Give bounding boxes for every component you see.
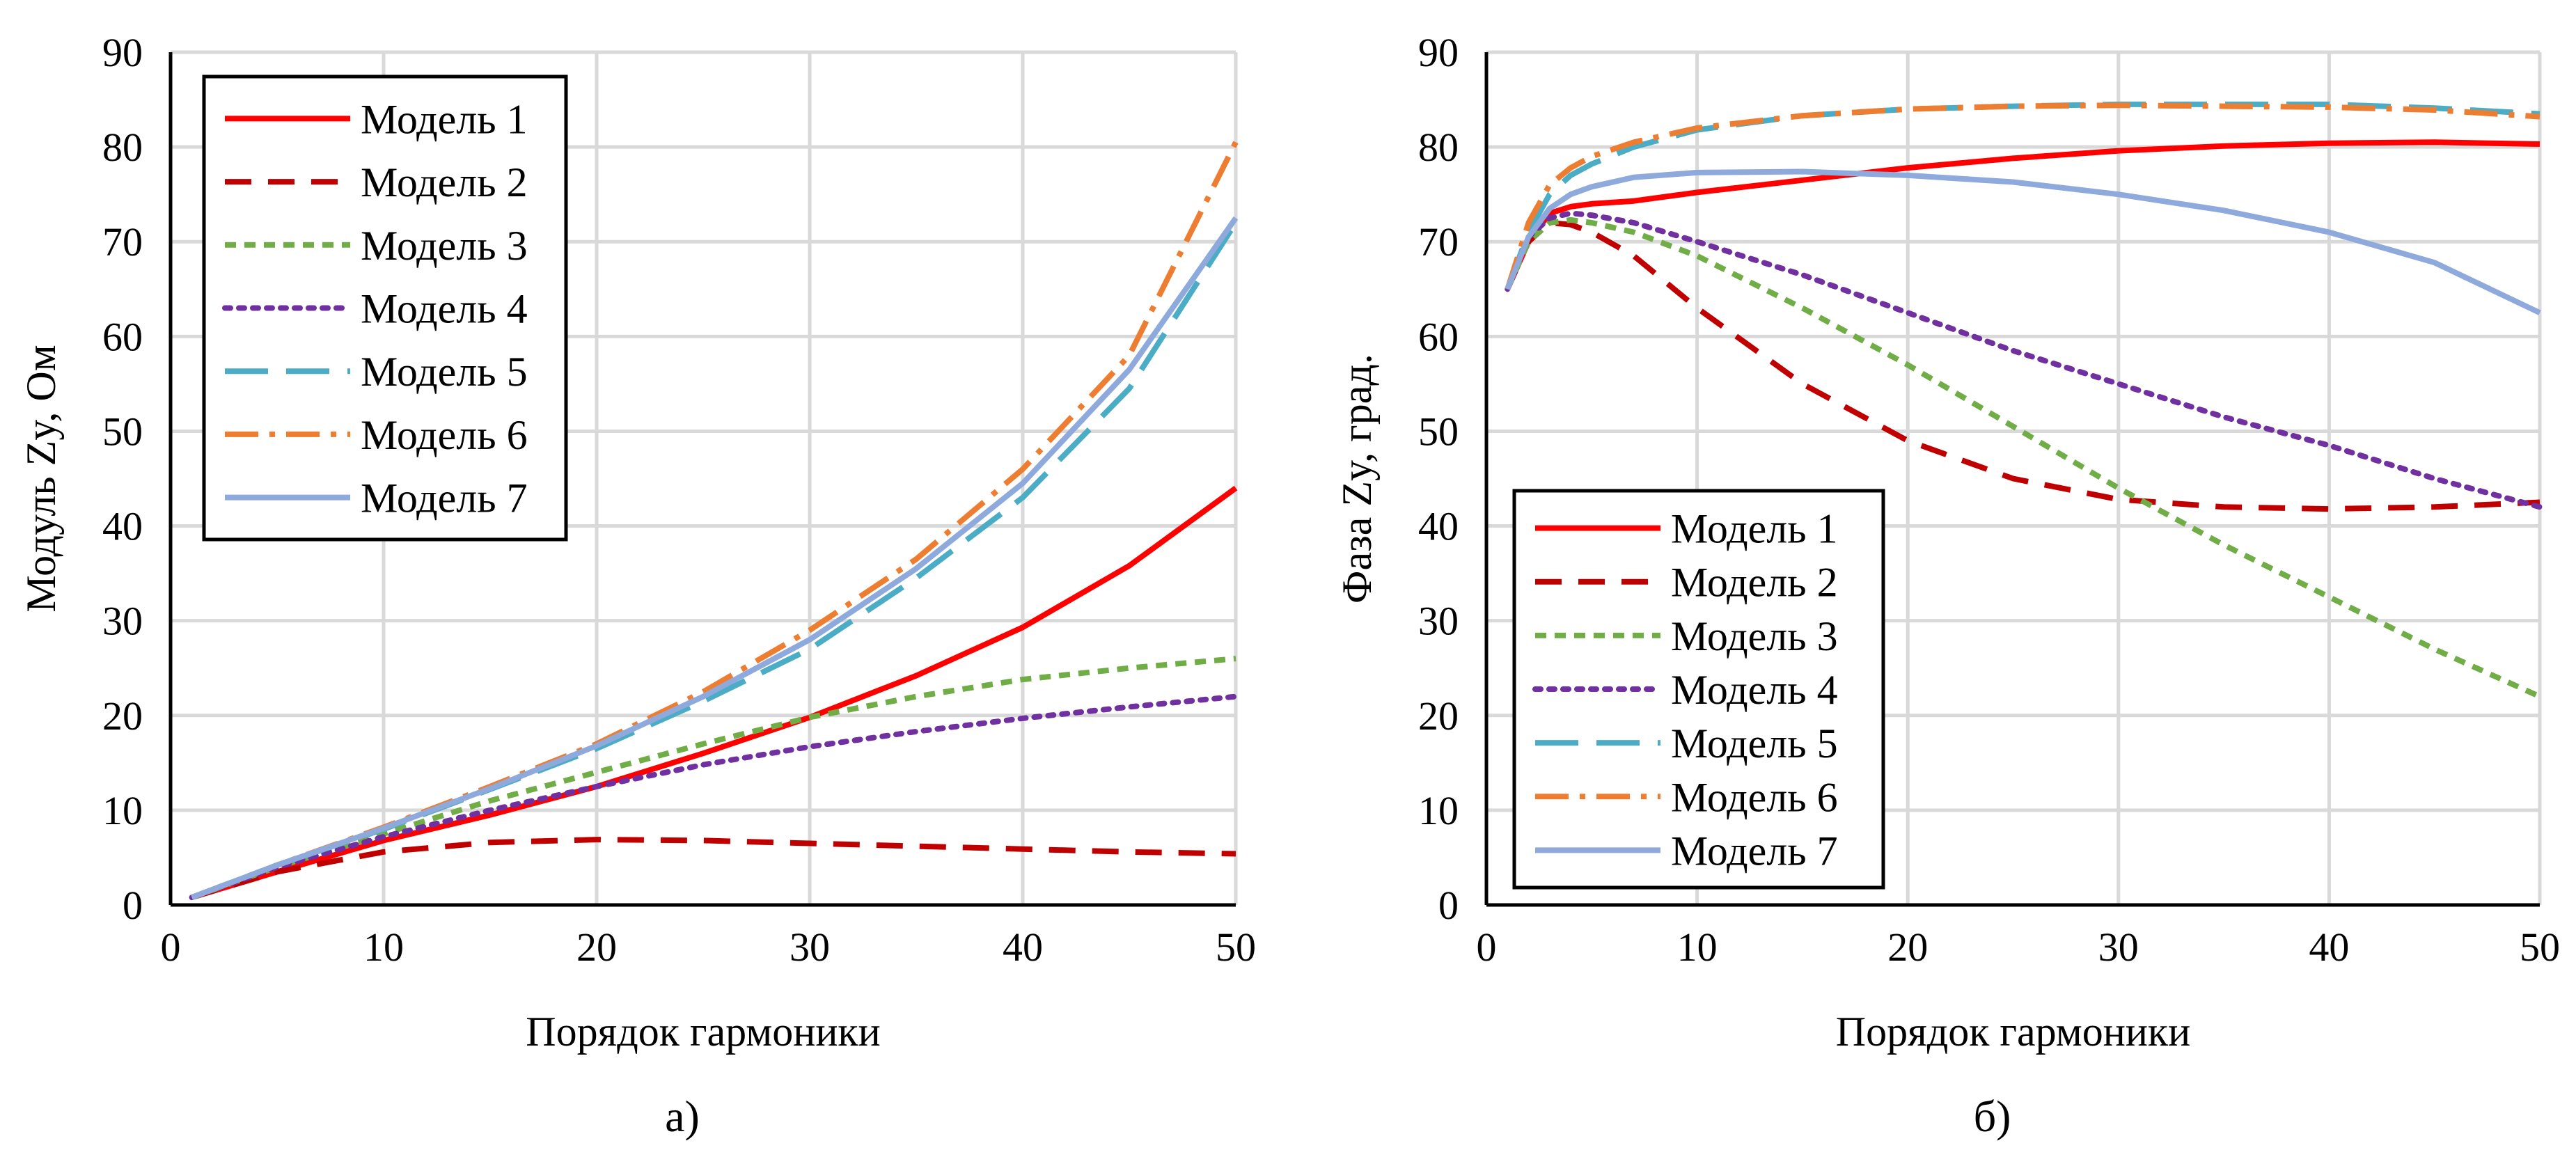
chart-a-ytick-label: 70 xyxy=(102,219,143,265)
chart-b-ytick-label: 90 xyxy=(1418,30,1459,75)
chart-a-ytick-label: 50 xyxy=(102,409,143,454)
chart-a-ytick-label: 10 xyxy=(102,788,143,833)
chart-a-xtick-label: 50 xyxy=(1216,924,1256,970)
chart-a-legend-label-model-4: Модель 4 xyxy=(361,286,528,332)
chart-a-xtick-label: 20 xyxy=(576,924,617,970)
chart-a-legend-label-model-2: Модель 2 xyxy=(361,159,528,205)
chart-a-ytick-label: 60 xyxy=(102,314,143,359)
chart-a-ytick-label: 80 xyxy=(102,125,143,170)
chart-a-y-axis-title: Модуль Zy, Ом xyxy=(18,345,64,612)
chart-b-series-line-model-2 xyxy=(1505,220,2540,512)
chart-b-xtick-label: 20 xyxy=(1887,924,1928,970)
chart-a-xtick-label: 10 xyxy=(363,924,404,970)
chart-a-series-line-model-3 xyxy=(191,656,1236,900)
chart-b-ytick-label: 50 xyxy=(1418,409,1459,454)
chart-a-ytick-label: 90 xyxy=(102,30,143,75)
chart-a: 0 10 20 30 40 50 60 70 80 90 0 10 20 30 40 50 Порядок га… xyxy=(18,30,1256,1141)
chart-b-legend-label-model-3: Модель 3 xyxy=(1671,613,1838,659)
chart-b-ytick-label: 60 xyxy=(1418,314,1459,359)
chart-b-series-line-model-7 xyxy=(1505,168,2541,315)
chart-b-xtick-label: 50 xyxy=(2520,924,2560,970)
chart-a-xtick-label: 0 xyxy=(161,924,181,970)
chart-a-legend-label-model-1: Модель 1 xyxy=(361,96,528,142)
chart-b-legend-label-model-5: Модель 5 xyxy=(1671,720,1838,766)
chart-a-legend-label-model-7: Модель 7 xyxy=(361,475,528,521)
chart-b-ytick-label: 80 xyxy=(1418,125,1459,170)
chart-b-legend-label-model-7: Модель 7 xyxy=(1671,828,1838,874)
chart-b-ytick-label: 30 xyxy=(1418,599,1459,644)
chart-a-series-line-model-4 xyxy=(189,693,1239,901)
chart-b-series-line-model-6 xyxy=(1505,102,2540,290)
chart-a-series-line-model-2 xyxy=(191,837,1236,900)
chart-a-series-line-model-1 xyxy=(191,485,1238,900)
chart-b-legend-label-model-4: Модель 4 xyxy=(1671,667,1838,713)
chart-b-series-line-model-4 xyxy=(1505,210,2543,510)
chart-b-ytick-label: 40 xyxy=(1418,504,1459,549)
chart-b-y-axis-title: Фаза Zy, град. xyxy=(1334,354,1380,604)
chart-b-x-axis-title: Порядок гармоники xyxy=(1836,1009,2190,1055)
chart-a-xtick-label: 30 xyxy=(790,924,830,970)
chart-a-legend-label-model-6: Модель 6 xyxy=(361,412,528,458)
chart-b-ytick-label: 20 xyxy=(1418,693,1459,739)
chart-a-legend: Модель 1 Модель 2 Модель 3 Модель 4 Модель 5… xyxy=(202,74,568,542)
chart-b-legend-label-model-2: Модель 2 xyxy=(1671,560,1838,606)
chart-a-caption: а) xyxy=(665,1092,700,1141)
chart-a-ytick-label: 20 xyxy=(102,693,143,739)
chart-a-series-line-model-6 xyxy=(191,141,1239,900)
chart-a-ytick-label: 40 xyxy=(102,504,143,549)
chart-a-ytick-label: 30 xyxy=(102,599,143,644)
chart-b-xtick-label: 30 xyxy=(2098,924,2139,970)
chart-a-legend-label-model-3: Модель 3 xyxy=(361,223,528,269)
chart-b-xtick-label: 0 xyxy=(1477,924,1497,970)
chart-a-x-axis-title: Порядок гармоники xyxy=(526,1009,880,1055)
chart-a-xtick-label: 40 xyxy=(1003,924,1043,970)
chart-b-ytick-label: 0 xyxy=(1438,883,1459,928)
chart-a-ytick-label: 0 xyxy=(123,883,143,928)
chart-b-caption: б) xyxy=(1974,1092,2011,1141)
chart-b-ytick-label: 10 xyxy=(1418,788,1459,833)
chart-b-series-line-model-1 xyxy=(1505,139,2540,290)
chart-b-xtick-label: 40 xyxy=(2309,924,2349,970)
chart-a-legend-label-model-5: Модель 5 xyxy=(361,349,528,395)
chart-b-legend-label-model-6: Модель 6 xyxy=(1671,774,1838,820)
chart-b-legend-label-model-1: Модель 1 xyxy=(1671,506,1838,552)
chart-b-xtick-label: 10 xyxy=(1677,924,1718,970)
chart-b-ytick-label: 70 xyxy=(1418,219,1459,265)
chart-a-series-line-model-7 xyxy=(191,216,1239,900)
chart-b: 0 10 20 30 40 50 60 70 80 90 0 10 20 30 40 50 Порядок га… xyxy=(1334,30,2560,1141)
chart-b-legend: Модель 1 Модель 2 Модель 3 Модель 4 Модель 5… xyxy=(1512,489,1885,890)
chart-b-series-line-model-3 xyxy=(1505,216,2541,700)
